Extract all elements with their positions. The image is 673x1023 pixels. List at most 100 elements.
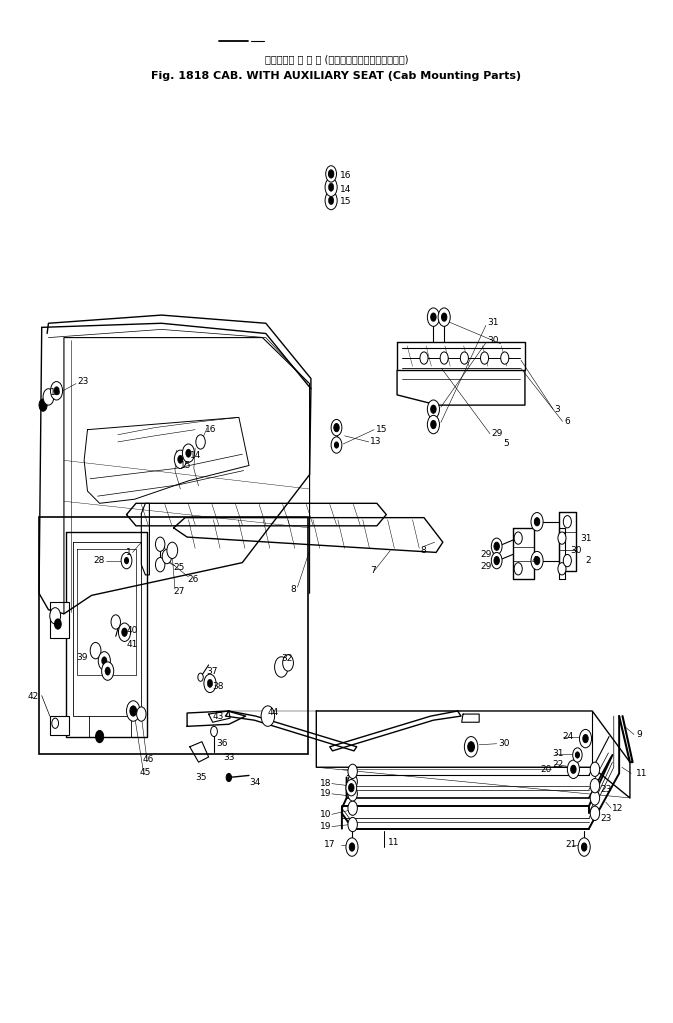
Circle shape bbox=[531, 513, 543, 531]
Text: 28: 28 bbox=[93, 557, 104, 565]
Text: 37: 37 bbox=[206, 667, 217, 675]
Circle shape bbox=[590, 779, 600, 793]
Text: 1: 1 bbox=[125, 548, 131, 557]
Circle shape bbox=[348, 787, 357, 801]
Circle shape bbox=[427, 308, 439, 326]
Bar bbox=[50, 716, 69, 735]
Text: 2: 2 bbox=[586, 557, 591, 565]
Circle shape bbox=[328, 196, 334, 205]
Text: Fig. 1818 CAB. WITH AUXILIARY SEAT (Cab Mounting Parts): Fig. 1818 CAB. WITH AUXILIARY SEAT (Cab … bbox=[151, 71, 522, 81]
Circle shape bbox=[346, 838, 358, 856]
Text: 8: 8 bbox=[421, 546, 427, 554]
Text: 15: 15 bbox=[340, 197, 351, 206]
Circle shape bbox=[328, 170, 334, 178]
Circle shape bbox=[346, 780, 357, 796]
Text: 23: 23 bbox=[77, 377, 89, 386]
Circle shape bbox=[491, 552, 502, 569]
Circle shape bbox=[43, 389, 54, 405]
Text: 3: 3 bbox=[555, 405, 561, 413]
Text: 29: 29 bbox=[480, 563, 491, 571]
Circle shape bbox=[130, 706, 137, 716]
Text: 22: 22 bbox=[552, 760, 563, 768]
Circle shape bbox=[514, 532, 522, 544]
Text: 30: 30 bbox=[487, 337, 499, 345]
Circle shape bbox=[275, 657, 288, 677]
Circle shape bbox=[50, 608, 61, 624]
Circle shape bbox=[420, 352, 428, 364]
Text: 21: 21 bbox=[565, 841, 577, 849]
Text: 39: 39 bbox=[76, 654, 87, 662]
Text: 15: 15 bbox=[180, 461, 192, 470]
Circle shape bbox=[186, 449, 191, 457]
Circle shape bbox=[491, 538, 502, 554]
Circle shape bbox=[427, 415, 439, 434]
Text: 45: 45 bbox=[139, 768, 151, 776]
Circle shape bbox=[440, 352, 448, 364]
Text: 41: 41 bbox=[127, 640, 138, 649]
Text: 14: 14 bbox=[190, 451, 201, 459]
Circle shape bbox=[579, 729, 592, 748]
Text: 18: 18 bbox=[320, 780, 331, 788]
Circle shape bbox=[96, 730, 104, 743]
Circle shape bbox=[162, 549, 172, 564]
Circle shape bbox=[52, 718, 59, 728]
Text: 6: 6 bbox=[564, 417, 570, 426]
Circle shape bbox=[50, 382, 63, 400]
Circle shape bbox=[325, 178, 337, 196]
Circle shape bbox=[325, 191, 337, 210]
Circle shape bbox=[90, 642, 101, 659]
Circle shape bbox=[348, 817, 357, 832]
Text: 30: 30 bbox=[571, 546, 582, 554]
Text: 29: 29 bbox=[480, 550, 491, 559]
Text: 25: 25 bbox=[174, 564, 185, 572]
Circle shape bbox=[567, 760, 579, 779]
Circle shape bbox=[196, 435, 205, 449]
Text: 46: 46 bbox=[143, 755, 154, 763]
Circle shape bbox=[460, 352, 468, 364]
Circle shape bbox=[167, 542, 178, 559]
Circle shape bbox=[105, 667, 110, 675]
Circle shape bbox=[514, 563, 522, 575]
Text: 31: 31 bbox=[487, 318, 499, 326]
Circle shape bbox=[427, 400, 439, 418]
Circle shape bbox=[331, 437, 342, 453]
Text: 36: 36 bbox=[217, 740, 228, 748]
Text: 32: 32 bbox=[281, 655, 293, 663]
Text: 14: 14 bbox=[340, 185, 351, 193]
Text: 35: 35 bbox=[195, 773, 207, 782]
Circle shape bbox=[590, 806, 600, 820]
Circle shape bbox=[178, 455, 183, 463]
Circle shape bbox=[481, 352, 489, 364]
Text: 19: 19 bbox=[320, 822, 331, 831]
Text: 33: 33 bbox=[223, 753, 235, 761]
Circle shape bbox=[137, 707, 146, 721]
Text: 38: 38 bbox=[213, 682, 224, 691]
Text: 34: 34 bbox=[249, 779, 260, 787]
Circle shape bbox=[531, 551, 543, 570]
Text: 9: 9 bbox=[636, 730, 642, 739]
Bar bbox=[39, 517, 308, 754]
Circle shape bbox=[204, 674, 216, 693]
Text: 31: 31 bbox=[580, 534, 592, 542]
Circle shape bbox=[431, 405, 436, 413]
Circle shape bbox=[431, 420, 436, 429]
Text: 16: 16 bbox=[205, 426, 217, 434]
Circle shape bbox=[39, 399, 47, 411]
Text: 19: 19 bbox=[320, 790, 331, 798]
Circle shape bbox=[534, 518, 540, 526]
Circle shape bbox=[494, 542, 499, 550]
Circle shape bbox=[349, 843, 355, 851]
Circle shape bbox=[583, 735, 588, 743]
Circle shape bbox=[558, 563, 566, 575]
Circle shape bbox=[348, 764, 357, 779]
Circle shape bbox=[174, 450, 186, 469]
Circle shape bbox=[348, 774, 357, 789]
Circle shape bbox=[590, 791, 600, 805]
Circle shape bbox=[581, 843, 587, 851]
Circle shape bbox=[534, 557, 540, 565]
Text: 26: 26 bbox=[187, 575, 199, 583]
Circle shape bbox=[349, 784, 354, 792]
Text: 29: 29 bbox=[491, 430, 503, 438]
Circle shape bbox=[573, 748, 582, 762]
Text: 23: 23 bbox=[600, 814, 612, 822]
